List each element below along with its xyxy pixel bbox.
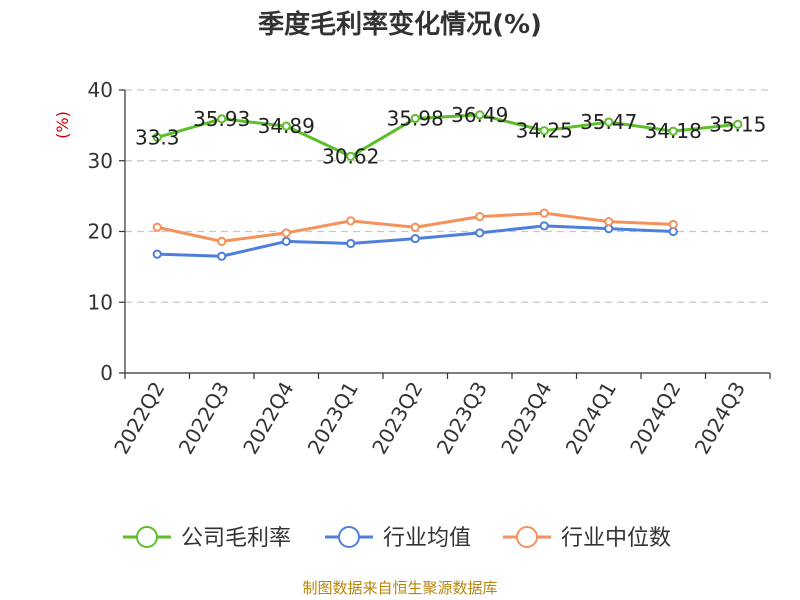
data-label: 35.98 (387, 106, 444, 130)
x-tick-label: 2022Q2 (109, 378, 169, 459)
data-point (410, 233, 420, 244)
data-point (346, 238, 356, 249)
data-label: 36.49 (451, 103, 508, 127)
data-labels: 33.3 35.93 34.89 30.62 35.98 36.49 34.25 35.47 3… (135, 103, 766, 169)
data-point (475, 212, 485, 222)
data-label: 34.89 (258, 114, 315, 138)
x-tick-label: 2023Q3 (432, 378, 492, 459)
data-label: 30.62 (322, 144, 379, 168)
data-point (346, 151, 356, 161)
series-2 (152, 208, 678, 247)
y-tick-label: 20 (88, 220, 113, 244)
data-label: 34.18 (645, 119, 702, 143)
legend-label: 公司毛利率 (181, 526, 291, 551)
x-tick-label: 2023Q1 (303, 378, 363, 459)
y-tick-label: 40 (88, 78, 113, 102)
data-point (668, 219, 678, 230)
legend-item-2[interactable]: 行业中位数 (503, 526, 671, 551)
x-tick-label: 2023Q2 (367, 378, 427, 459)
data-point (668, 126, 678, 136)
data-point (539, 221, 549, 231)
y-tick-label: 30 (88, 149, 113, 173)
legend-label: 行业中位数 (561, 526, 671, 551)
data-point (152, 132, 162, 143)
legend-label: 行业均值 (383, 526, 471, 551)
series-lines (152, 110, 743, 261)
data-point (475, 228, 485, 238)
data-point (539, 208, 549, 218)
legend-marker (338, 526, 360, 548)
data-point (346, 216, 356, 226)
series-0 (152, 110, 743, 161)
source-note: 制图数据来自恒生聚源数据库 (302, 579, 497, 597)
data-point (281, 121, 291, 131)
y-tick-label: 0 (100, 361, 113, 385)
data-point (217, 251, 227, 261)
data-point (217, 114, 227, 124)
legend-marker (516, 526, 538, 548)
legend-item-1[interactable]: 行业均值 (325, 526, 471, 551)
data-label: 33.3 (135, 125, 180, 149)
data-point (152, 222, 162, 232)
series-line (155, 113, 740, 158)
data-label: 35.15 (709, 112, 766, 136)
data-point (152, 249, 162, 259)
data-point (539, 126, 549, 136)
data-label: 35.93 (193, 107, 250, 131)
y-axis-label: (%) (53, 111, 72, 139)
x-tick-label: 2023Q4 (496, 378, 556, 459)
x-tick-label: 2024Q1 (561, 378, 621, 459)
data-label: 35.47 (580, 110, 637, 134)
data-point (281, 228, 291, 238)
data-point (475, 110, 485, 120)
x-tick-label: 2024Q3 (690, 378, 750, 459)
series-1 (152, 221, 678, 261)
data-point (281, 236, 291, 247)
data-point (217, 236, 227, 247)
legend-marker (136, 526, 158, 548)
x-tick-label: 2024Q2 (625, 378, 685, 459)
x-tick-label: 2022Q4 (238, 378, 298, 459)
data-label: 34.25 (516, 119, 573, 143)
data-point (410, 222, 420, 232)
data-point (604, 216, 614, 227)
legend-item-0[interactable]: 公司毛利率 (123, 526, 291, 551)
y-tick-label: 10 (88, 290, 113, 314)
x-tick-label: 2022Q3 (174, 378, 234, 459)
data-point (604, 117, 614, 127)
data-point (410, 113, 420, 124)
data-point (733, 119, 743, 129)
chart-title: 季度毛利率变化情况(%) (258, 9, 542, 40)
legend: 公司毛利率 行业均值 行业中位数 (123, 526, 671, 551)
